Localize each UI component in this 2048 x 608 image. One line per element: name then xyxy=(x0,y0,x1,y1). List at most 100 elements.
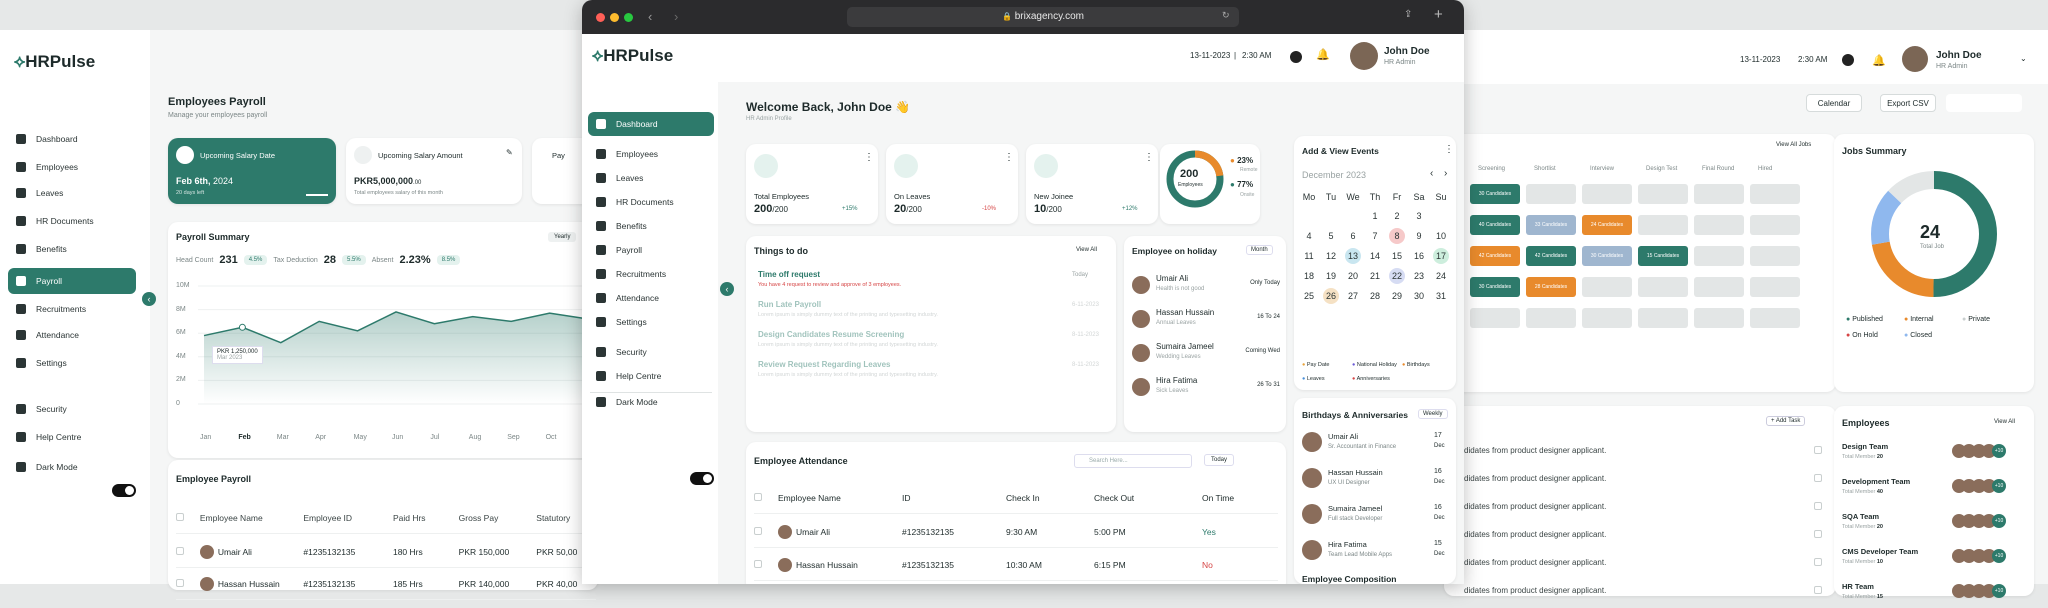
pipeline-cell[interactable] xyxy=(1582,184,1632,204)
task-checkbox[interactable] xyxy=(1814,558,1822,566)
calendar-day[interactable]: 11 xyxy=(1304,251,1314,261)
task-checkbox[interactable] xyxy=(1814,474,1822,482)
address-bar[interactable]: 🔒 brixagency.com xyxy=(847,7,1239,27)
sidebar-item-dark-mode[interactable]: Dark Mode xyxy=(588,390,714,414)
table-row[interactable]: Umair Ali #1235132135 9:30 AM 5:00 PM Yes xyxy=(754,516,1278,548)
calendar-day[interactable]: 27 xyxy=(1347,291,1358,301)
view-all-link[interactable]: View All xyxy=(1076,247,1097,253)
task-checkbox[interactable] xyxy=(1814,586,1822,594)
pipeline-cell[interactable] xyxy=(1638,308,1688,328)
sidebar-item-dashboard[interactable]: Dashboard xyxy=(8,126,136,152)
sidebar-item-hr-documents[interactable]: HR Documents xyxy=(588,190,714,214)
calendar-day[interactable]: 7 xyxy=(1372,231,1378,241)
sidebar-item-benefits[interactable]: Benefits xyxy=(588,214,714,238)
task-item[interactable]: didates from product designer applicant. xyxy=(1464,586,1826,595)
select-all-checkbox[interactable] xyxy=(754,492,762,501)
table-row[interactable]: Hassan Hussain #1235132135 185 Hrs PKR 140,… xyxy=(176,568,596,600)
pipeline-cell[interactable]: 42 Candidates xyxy=(1470,246,1520,266)
holiday-item[interactable]: Hira Fatima Sick Leaves 26 To 31 xyxy=(1132,374,1280,402)
calendar-day[interactable]: 17 xyxy=(1430,246,1452,266)
pipeline-cell[interactable]: 30 Candidates xyxy=(1582,246,1632,266)
sidebar-item-employees[interactable]: Employees xyxy=(8,154,136,180)
chat-icon[interactable] xyxy=(1290,51,1302,63)
pipeline-cell[interactable]: 15 Candidates xyxy=(1638,246,1688,266)
sidebar-item-attendance[interactable]: Attendance xyxy=(588,286,714,310)
sidebar-item-dashboard[interactable]: Dashboard xyxy=(588,112,714,136)
prev-month-icon[interactable]: ‹ xyxy=(1430,168,1434,179)
dark-mode-toggle[interactable] xyxy=(112,484,136,497)
close-window-button[interactable] xyxy=(596,13,605,22)
sidebar-item-security[interactable]: Security xyxy=(588,340,714,364)
avatar[interactable] xyxy=(1902,46,1928,72)
birthday-item[interactable]: Hassan Hussain UX UI Designer 16 Dec xyxy=(1302,464,1450,494)
row-checkbox[interactable] xyxy=(754,526,762,535)
calendar-day[interactable]: 8 xyxy=(1386,226,1408,246)
sidebar-item-help-centre[interactable]: Help Centre xyxy=(8,424,136,450)
reload-icon[interactable]: ↻ xyxy=(1222,10,1230,20)
calendar-day[interactable]: 13 xyxy=(1342,246,1364,266)
sidebar-item-recruitments[interactable]: Recruitments xyxy=(588,262,714,286)
task-checkbox[interactable] xyxy=(1814,502,1822,510)
sidebar-item-benefits[interactable]: Benefits xyxy=(8,236,136,262)
calendar-button[interactable]: Calendar xyxy=(1806,94,1862,112)
pipeline-cell[interactable] xyxy=(1582,308,1632,328)
team-item[interactable]: SQA Team Total Member 20 +10 xyxy=(1842,510,2028,538)
pipeline-cell[interactable] xyxy=(1526,184,1576,204)
calendar-day[interactable]: 15 xyxy=(1391,251,1402,261)
sidebar-item-leaves[interactable]: Leaves xyxy=(8,180,136,206)
birthday-item[interactable]: Sumaira Jameel Full stack Developer 16 D… xyxy=(1302,500,1450,530)
calendar-day[interactable]: 30 xyxy=(1413,291,1424,301)
sidebar-item-dark-mode[interactable]: Dark Mode xyxy=(8,454,136,480)
calendar-day[interactable]: 3 xyxy=(1416,211,1422,221)
calendar-day[interactable]: 6 xyxy=(1350,231,1356,241)
view-all-jobs-link[interactable]: View All Jobs xyxy=(1776,142,1812,148)
sidebar-item-help-centre[interactable]: Help Centre xyxy=(588,364,714,388)
edit-icon[interactable]: ✎ xyxy=(506,148,513,157)
sidebar-item-settings[interactable]: Settings xyxy=(588,310,714,334)
add-job-post-button[interactable]: + Add Job Post xyxy=(1946,94,2022,112)
task-item[interactable]: didates from product designer applicant. xyxy=(1464,530,1826,539)
export-csv-button[interactable]: Export CSV xyxy=(1880,94,1936,112)
task-checkbox[interactable] xyxy=(1814,530,1822,538)
new-tab-icon[interactable]: + xyxy=(1434,6,1443,23)
pipeline-cell[interactable] xyxy=(1638,184,1688,204)
calendar-day[interactable]: 4 xyxy=(1306,231,1312,241)
pipeline-cell[interactable] xyxy=(1750,246,1800,266)
more-icon[interactable]: ⋮ xyxy=(1144,152,1154,163)
bell-icon[interactable]: 🔔 xyxy=(1872,55,1886,67)
collapse-button[interactable]: ‹ xyxy=(142,292,156,306)
task-checkbox[interactable] xyxy=(1814,446,1822,454)
calendar-day[interactable]: 9 xyxy=(1416,231,1422,241)
pipeline-cell[interactable] xyxy=(1694,277,1744,297)
maximize-window-button[interactable] xyxy=(624,13,633,22)
share-icon[interactable]: ⇪ xyxy=(1404,9,1413,20)
pipeline-cell[interactable] xyxy=(1694,308,1744,328)
calendar-day[interactable]: 23 xyxy=(1413,271,1424,281)
pipeline-cell[interactable]: 33 Candidates xyxy=(1526,215,1576,235)
calendar-day[interactable]: 29 xyxy=(1391,291,1402,301)
team-item[interactable]: CMS Developer Team Total Member 10 +10 xyxy=(1842,545,2028,573)
search-input[interactable]: Search Here... xyxy=(1074,454,1192,468)
pipeline-cell[interactable]: 24 Candidates xyxy=(1582,215,1632,235)
pipeline-cell[interactable] xyxy=(1470,308,1520,328)
calendar-day[interactable]: 25 xyxy=(1303,291,1314,301)
task-item[interactable]: didates from product designer applicant. xyxy=(1464,558,1826,567)
sidebar-item-leaves[interactable]: Leaves xyxy=(588,166,714,190)
calendar-day[interactable]: 20 xyxy=(1347,271,1358,281)
dark-mode-toggle[interactable] xyxy=(690,472,714,485)
view-all-teams-link[interactable]: View All xyxy=(1994,419,2015,425)
forward-icon[interactable]: › xyxy=(674,9,679,24)
team-item[interactable]: HR Team Total Member 15 +10 xyxy=(1842,580,2028,608)
more-icon[interactable]: ⋮ xyxy=(1444,144,1454,155)
pipeline-cell[interactable] xyxy=(1526,308,1576,328)
sidebar-item-attendance[interactable]: Attendance xyxy=(8,322,136,348)
calendar-day[interactable]: 2 xyxy=(1394,211,1400,221)
sidebar-item-payroll[interactable]: Payroll xyxy=(8,268,136,294)
sidebar-item-recruitments[interactable]: Recruitments xyxy=(8,296,136,322)
pipeline-cell[interactable] xyxy=(1582,277,1632,297)
select-all-checkbox[interactable] xyxy=(176,512,184,521)
calendar-day[interactable]: 14 xyxy=(1369,251,1380,261)
task-item[interactable]: didates from product designer applicant. xyxy=(1464,474,1826,483)
calendar-day[interactable]: 1 xyxy=(1372,211,1378,221)
calendar-day[interactable]: 10 xyxy=(1435,231,1446,241)
